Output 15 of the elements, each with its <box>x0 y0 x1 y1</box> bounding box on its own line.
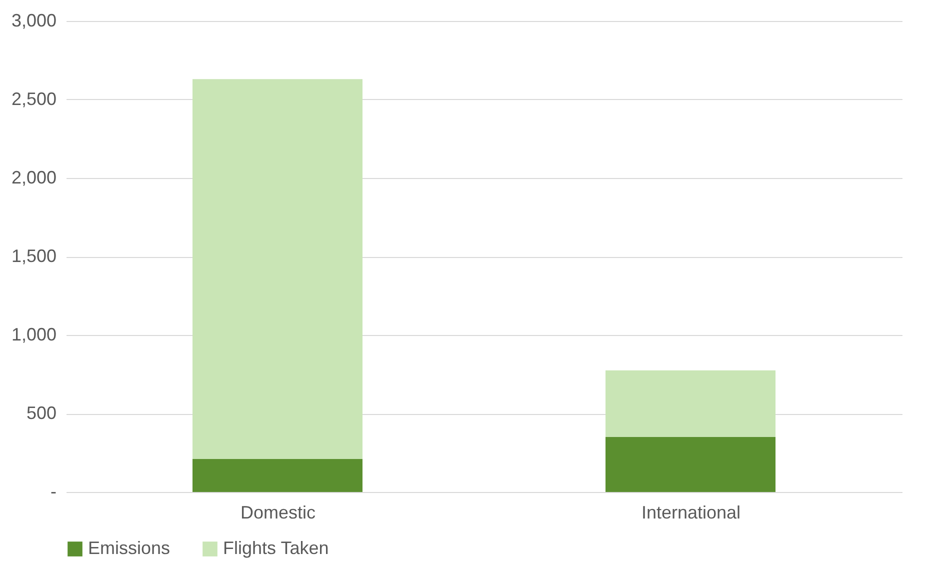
legend-label: Emissions <box>88 538 170 558</box>
y-tick-label: - <box>50 482 56 502</box>
bar <box>606 370 776 438</box>
bar <box>606 437 776 492</box>
bar <box>192 79 362 460</box>
x-tick-label: Domestic <box>240 502 316 522</box>
y-tick-label: 2,500 <box>11 89 56 109</box>
y-tick-label: 1,000 <box>11 324 56 344</box>
x-tick-label: International <box>641 502 741 522</box>
y-tick-label: 2,000 <box>11 168 56 188</box>
y-tick-label: 3,000 <box>11 10 56 30</box>
y-tick-label: 1,500 <box>11 246 56 266</box>
bar <box>192 459 362 492</box>
legend-label: Flights Taken <box>223 538 329 558</box>
y-tick-label: 500 <box>26 403 56 423</box>
